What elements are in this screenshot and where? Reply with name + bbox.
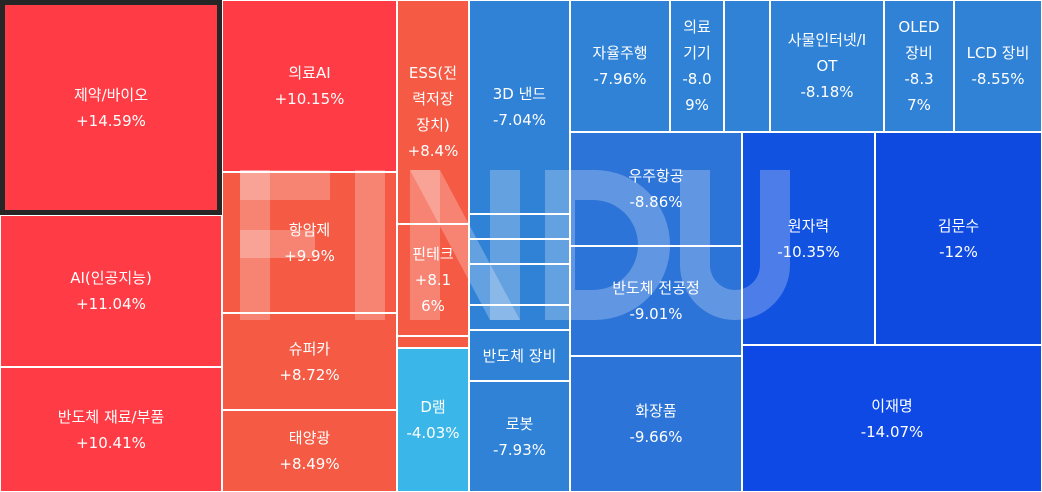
tile-value: -10.35% xyxy=(777,242,840,261)
tile-name: OLED 장비 xyxy=(898,18,940,62)
tile-value: +10.41% xyxy=(76,433,146,452)
tile-nuclear[interactable]: 원자력 -10.35% xyxy=(742,132,875,345)
tile-name: ESS(전 력저장 장치) xyxy=(408,64,458,134)
tile-kim-moonsoo[interactable]: 김문수 -12% xyxy=(875,132,1042,345)
tile-name: 반도체 전공정 xyxy=(612,279,700,297)
tile-semiconductor-equipment[interactable]: 반도체 장비 xyxy=(469,330,570,381)
tile-aerospace[interactable]: 우주항공 -8.86% xyxy=(570,132,742,246)
tile-name: 우주항공 xyxy=(628,167,684,185)
tile-autonomous-driving[interactable]: 자율주행 -7.96% xyxy=(570,0,670,132)
tile-value: -8.0 9% xyxy=(682,70,712,114)
tile-value: -4.03% xyxy=(406,424,460,442)
tile-value: -8.86% xyxy=(629,193,683,211)
tile-value: -7.04% xyxy=(492,111,547,129)
tile-name: AI(인공지능) xyxy=(70,269,152,287)
tile-name: D램 xyxy=(420,398,446,416)
tile-anticancer[interactable]: 항암제 +9.9% xyxy=(222,172,397,313)
tile-name: LCD 장비 xyxy=(966,44,1030,62)
tile-name: 반도체 재료/부품 xyxy=(57,407,165,426)
tile-name: 의료AI xyxy=(288,64,331,82)
tile-name: 의료 기기 xyxy=(683,18,711,62)
tile-3d-nand[interactable]: 3D 낸드 -7.04% xyxy=(469,0,570,214)
tile-value: +8.49% xyxy=(279,455,340,473)
tile-small-positive[interactable] xyxy=(397,336,469,348)
tile-value: -7.93% xyxy=(492,440,547,459)
tile-value: -14.07% xyxy=(860,422,924,441)
tile-small-negative-2[interactable] xyxy=(469,239,570,264)
tile-small-negative-4[interactable] xyxy=(469,305,570,330)
tile-value: -8.3 7% xyxy=(904,70,934,114)
tile-value: +8.1 6% xyxy=(414,271,452,315)
tile-name: 원자력 xyxy=(787,216,830,235)
tile-semiconductor-materials[interactable]: 반도체 재료/부품 +10.41% xyxy=(0,367,222,492)
tile-name: 3D 낸드 xyxy=(492,85,547,103)
tile-fintech[interactable]: 핀테크 +8.1 6% xyxy=(397,224,469,336)
tile-small-negative-1[interactable] xyxy=(469,214,570,239)
tile-name: 화장품 xyxy=(635,402,677,420)
tile-name: 자율주행 xyxy=(592,44,648,62)
tile-semiconductor-front-end[interactable]: 반도체 전공정 -9.01% xyxy=(570,246,742,356)
tile-name: 김문수 xyxy=(937,216,980,235)
tile-value: -8.18% xyxy=(800,83,854,101)
tile-value: -8.55% xyxy=(971,70,1025,88)
tile-medical-devices[interactable]: 의료 기기 -8.0 9% xyxy=(670,0,724,132)
tile-name: 태양광 xyxy=(288,429,331,447)
tile-iot[interactable]: 사물인터넷/I OT -8.18% xyxy=(770,0,884,132)
tile-value: +8.72% xyxy=(279,365,340,384)
tile-lcd-equipment[interactable]: LCD 장비 -8.55% xyxy=(954,0,1042,132)
tile-solar[interactable]: 태양광 +8.49% xyxy=(222,410,397,492)
tile-supercar[interactable]: 슈퍼카 +8.72% xyxy=(222,313,397,410)
tile-value: -7.96% xyxy=(593,70,647,88)
tile-robot[interactable]: 로봇 -7.93% xyxy=(469,381,570,492)
tile-value: -9.01% xyxy=(629,305,683,323)
tile-value: +8.4% xyxy=(407,142,459,160)
tile-medical-ai[interactable]: 의료AI +10.15% xyxy=(222,0,397,172)
tile-value: +11.04% xyxy=(76,295,146,313)
tile-name: 슈퍼카 xyxy=(288,339,331,358)
tile-value: -9.66% xyxy=(629,428,683,446)
tile-dram[interactable]: D램 -4.03% xyxy=(397,348,469,492)
tile-name: 핀테크 xyxy=(412,245,454,263)
tile-name: 제약/바이오 xyxy=(73,85,149,104)
tile-value: -12% xyxy=(939,242,978,261)
tile-name: 사물인터넷/I OT xyxy=(787,31,867,75)
tile-value: +14.59% xyxy=(76,111,146,130)
tile-pharma-bio[interactable]: 제약/바이오 +14.59% xyxy=(0,0,222,215)
tile-name: 반도체 장비 xyxy=(482,346,557,365)
tile-value: +9.9% xyxy=(284,246,335,265)
tile-ess[interactable]: ESS(전 력저장 장치) +8.4% xyxy=(397,0,469,224)
tile-name: 로봇 xyxy=(505,414,534,433)
tile-small-negative-5[interactable] xyxy=(724,0,770,132)
tile-name: 항암제 xyxy=(288,220,331,239)
tile-cosmetics[interactable]: 화장품 -9.66% xyxy=(570,356,742,492)
tile-name: 이재명 xyxy=(871,396,913,415)
tile-lee-jaemyung[interactable]: 이재명 -14.07% xyxy=(742,345,1042,492)
tile-small-negative-3[interactable] xyxy=(469,264,570,305)
tile-oled-equipment[interactable]: OLED 장비 -8.3 7% xyxy=(884,0,954,132)
tile-value: +10.15% xyxy=(274,90,345,108)
tile-ai[interactable]: AI(인공지능) +11.04% xyxy=(0,215,222,367)
